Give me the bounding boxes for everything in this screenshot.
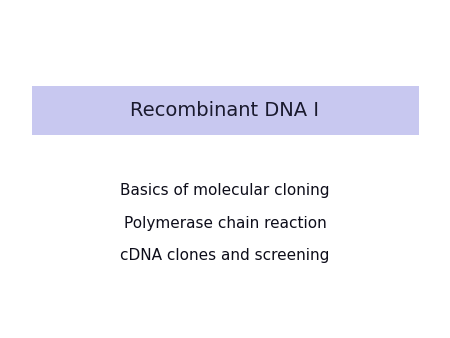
FancyBboxPatch shape	[32, 86, 419, 135]
Text: Polymerase chain reaction: Polymerase chain reaction	[124, 216, 326, 231]
Text: Recombinant DNA I: Recombinant DNA I	[130, 101, 320, 120]
Text: Basics of molecular cloning: Basics of molecular cloning	[120, 184, 330, 198]
Text: cDNA clones and screening: cDNA clones and screening	[120, 248, 330, 263]
